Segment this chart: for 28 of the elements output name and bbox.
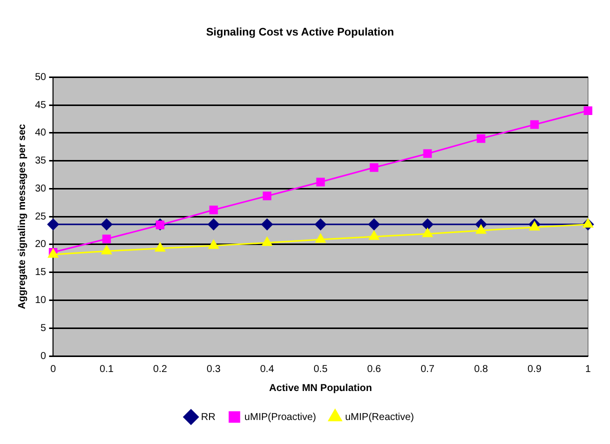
- y-tick-label: 15: [35, 267, 47, 278]
- x-tick-label: 0.8: [474, 364, 488, 375]
- x-tick-label: 0.3: [206, 364, 221, 375]
- x-tick-label: 0.5: [314, 364, 328, 375]
- legend-label: uMIP(Reactive): [345, 412, 414, 423]
- y-tick-label: 0: [40, 350, 47, 362]
- legend-label: uMIP(Proactive): [244, 412, 316, 423]
- y-tick-label: 45: [35, 100, 47, 111]
- y-tick-label: 25: [35, 211, 47, 222]
- y-tick-label: 10: [35, 294, 47, 306]
- x-tick-label: 0.1: [100, 364, 114, 375]
- y-tick-label: 30: [35, 183, 47, 194]
- y-tick-label: 50: [35, 72, 47, 83]
- x-tick-label: 0.9: [528, 364, 542, 375]
- y-tick-label: 35: [35, 156, 47, 167]
- x-tick-label: 0.4: [260, 364, 274, 375]
- x-tick-label: 0.7: [420, 364, 435, 375]
- y-tick-label: 5: [40, 322, 47, 334]
- x-axis-title: Active MN Population: [269, 382, 372, 394]
- x-tick-label: 0.2: [153, 364, 168, 375]
- y-tick-label: 20: [35, 239, 47, 250]
- chart-title: Signaling Cost vs Active Population: [206, 26, 394, 39]
- y-axis-title: Aggregate signaling messages per sec: [16, 124, 28, 310]
- x-tick-label: 0.6: [367, 364, 382, 375]
- legend-label: RR: [200, 412, 216, 423]
- x-tick-label: 1: [585, 364, 592, 375]
- y-tick-label: 40: [35, 128, 47, 139]
- x-tick-label: 0: [50, 364, 56, 375]
